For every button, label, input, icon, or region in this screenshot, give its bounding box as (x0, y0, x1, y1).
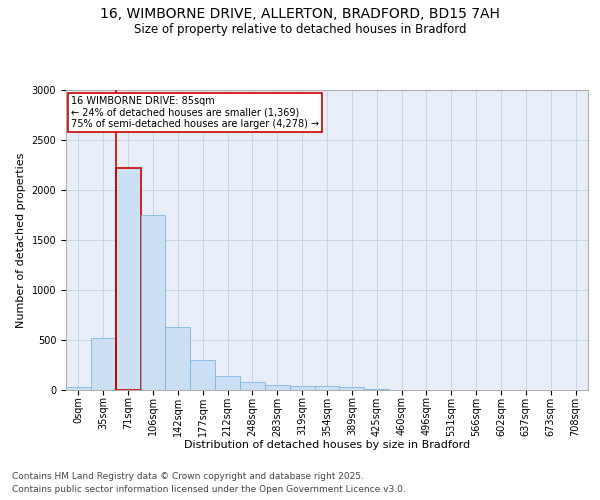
Bar (340, 387, 364, 390)
Bar (166, 326, 190, 390)
Bar (240, 382, 265, 390)
Bar (190, 360, 215, 390)
Y-axis label: Number of detached properties: Number of detached properties (16, 152, 26, 328)
Bar (66, 387, 91, 390)
Bar (290, 386, 314, 390)
Text: Size of property relative to detached houses in Bradford: Size of property relative to detached ho… (134, 22, 466, 36)
Bar (364, 388, 389, 390)
Bar (140, 215, 166, 390)
Text: 16, WIMBORNE DRIVE, ALLERTON, BRADFORD, BD15 7AH: 16, WIMBORNE DRIVE, ALLERTON, BRADFORD, … (100, 8, 500, 22)
Bar (116, 168, 140, 390)
Bar (314, 386, 340, 390)
Bar (91, 338, 116, 390)
Text: 16 WIMBORNE DRIVE: 85sqm
← 24% of detached houses are smaller (1,369)
75% of sem: 16 WIMBORNE DRIVE: 85sqm ← 24% of detach… (71, 96, 319, 129)
Bar (265, 384, 290, 390)
Bar (215, 376, 240, 390)
X-axis label: Distribution of detached houses by size in Bradford: Distribution of detached houses by size … (184, 440, 470, 450)
Text: Contains HM Land Registry data © Crown copyright and database right 2025.: Contains HM Land Registry data © Crown c… (12, 472, 364, 481)
Text: Contains public sector information licensed under the Open Government Licence v3: Contains public sector information licen… (12, 485, 406, 494)
